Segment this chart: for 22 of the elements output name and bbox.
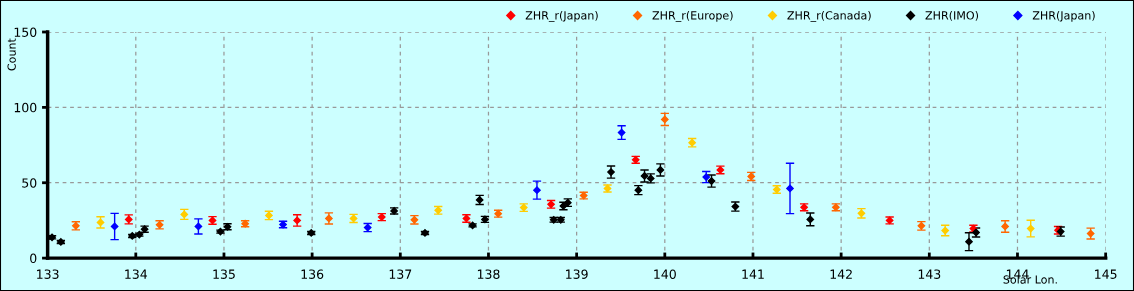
legend-label: ZHR_r(Canada): [787, 10, 871, 23]
x-tick-label: 137: [389, 269, 412, 279]
x-tick-label: 139: [566, 269, 588, 279]
x-tick-label: 133: [37, 269, 59, 279]
y-tick-label: 100: [14, 102, 37, 113]
x-tick-label: 136: [301, 269, 324, 279]
y-tick-label: 150: [14, 27, 37, 37]
legend-label: ZHR_r(Europe): [652, 10, 733, 23]
x-tick-label: 138: [477, 269, 500, 279]
y-tick-label: 50: [22, 178, 37, 188]
legend-label: ZHR_r(Japan): [525, 10, 598, 23]
y-tick-label: 0: [30, 253, 37, 264]
legend-label: ZHR(IMO): [925, 10, 979, 21]
x-tick-label: 141: [742, 269, 764, 279]
x-tick-label: 134: [125, 269, 148, 279]
x-tick-label: 142: [830, 269, 852, 279]
x-tick-label: 140: [654, 269, 676, 279]
x-tick-label: 135: [213, 269, 235, 279]
legend-label: ZHR(Japan): [1032, 10, 1095, 22]
y-axis-title: Count: [7, 38, 16, 71]
x-tick-label: 143: [918, 269, 941, 279]
x-tick-label: 145: [1095, 269, 1117, 279]
